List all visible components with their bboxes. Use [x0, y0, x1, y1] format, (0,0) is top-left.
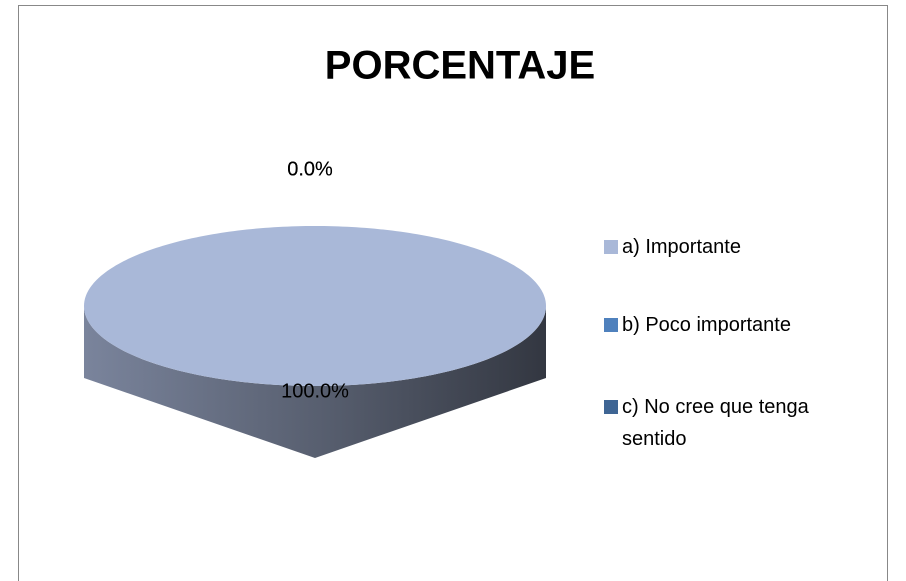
- legend-swatch: [604, 400, 618, 414]
- legend-label: c) No cree que tenga sentido: [622, 396, 809, 450]
- legend-label: a) Importante: [622, 236, 741, 258]
- chart-title: PORCENTAJE: [325, 44, 595, 88]
- pie-side: [84, 306, 546, 458]
- pie-slice: [84, 226, 546, 386]
- data-label: 0.0%: [287, 158, 333, 180]
- legend-swatch: [604, 318, 618, 332]
- data-label: 100.0%: [281, 381, 349, 403]
- legend-label: b) Poco importante: [622, 314, 791, 336]
- data-label: 0.0%: [287, 158, 333, 180]
- legend-swatch: [604, 240, 618, 254]
